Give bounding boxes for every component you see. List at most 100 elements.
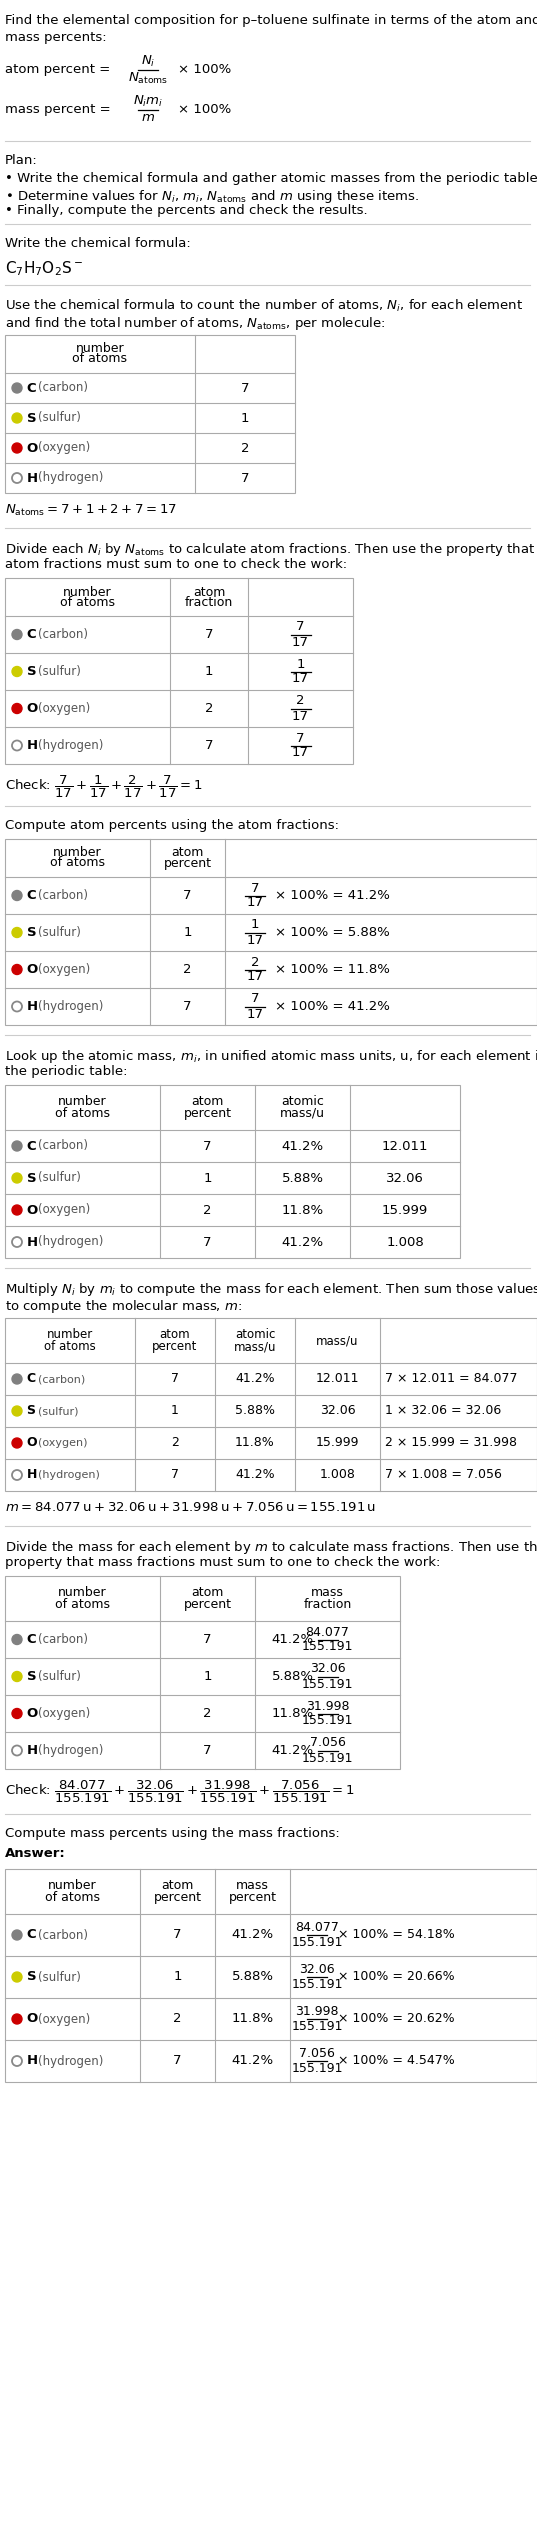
Circle shape <box>12 444 22 454</box>
Text: 155.191: 155.191 <box>302 1677 353 1690</box>
Text: $N_i m_i$: $N_i m_i$ <box>133 93 163 108</box>
Bar <box>5 335 295 492</box>
Text: 17: 17 <box>292 747 309 759</box>
Text: 31.998: 31.998 <box>295 2005 339 2018</box>
Text: (carbon): (carbon) <box>38 1140 88 1153</box>
Text: $\mathbf{C}$: $\mathbf{C}$ <box>26 1634 37 1647</box>
Text: × 100% = 11.8%: × 100% = 11.8% <box>275 963 390 976</box>
Text: $\mathbf{C}$: $\mathbf{C}$ <box>26 888 37 903</box>
Text: 31.998: 31.998 <box>306 1700 349 1712</box>
Text: 7: 7 <box>205 739 213 752</box>
Text: 12.011: 12.011 <box>316 1372 359 1385</box>
Text: of atoms: of atoms <box>45 1892 100 1904</box>
Text: 1 × 32.06 = 32.06: 1 × 32.06 = 32.06 <box>385 1405 501 1417</box>
Text: $\mathbf{C}$: $\mathbf{C}$ <box>26 1929 37 1942</box>
Text: $\mathbf{C}$: $\mathbf{C}$ <box>26 381 37 393</box>
Text: atom: atom <box>191 1586 224 1599</box>
Circle shape <box>12 1634 22 1644</box>
Text: (oxygen): (oxygen) <box>38 1707 90 1720</box>
Text: • Write the chemical formula and gather atomic masses from the periodic table.: • Write the chemical formula and gather … <box>5 171 537 184</box>
Text: 155.191: 155.191 <box>291 2063 343 2076</box>
Text: percent: percent <box>184 1107 231 1120</box>
Text: $\mathbf{H}$: $\mathbf{H}$ <box>26 1745 38 1758</box>
Text: $N_{\mathrm{atoms}} = 7 + 1 + 2 + 7 = 17$: $N_{\mathrm{atoms}} = 7 + 1 + 2 + 7 = 17… <box>5 502 177 517</box>
Text: (sulfur): (sulfur) <box>38 1405 78 1415</box>
Text: (hydrogen): (hydrogen) <box>38 1745 104 1758</box>
Text: 7: 7 <box>183 1001 192 1014</box>
Text: 1: 1 <box>203 1173 212 1185</box>
Text: 41.2%: 41.2% <box>271 1634 314 1647</box>
Text: 5.88%: 5.88% <box>235 1405 275 1417</box>
Text: $\mathbf{O}$: $\mathbf{O}$ <box>26 1203 39 1216</box>
Text: Divide the mass for each element by $m$ to calculate mass fractions. Then use th: Divide the mass for each element by $m$ … <box>5 1538 537 1556</box>
Text: $\mathbf{C}$: $\mathbf{C}$ <box>26 628 37 641</box>
Text: (carbon): (carbon) <box>38 1374 85 1385</box>
Text: Plan:: Plan: <box>5 154 38 166</box>
Text: 1: 1 <box>251 918 259 931</box>
Text: 11.8%: 11.8% <box>281 1203 324 1216</box>
Bar <box>5 1319 537 1491</box>
Text: × 100%: × 100% <box>178 103 231 116</box>
Text: mass percent =: mass percent = <box>5 103 111 116</box>
Text: $N_i$: $N_i$ <box>141 53 155 68</box>
Bar <box>5 1869 537 2083</box>
Text: 7.056: 7.056 <box>309 1738 345 1750</box>
Text: $\mathbf{S}$: $\mathbf{S}$ <box>26 1670 37 1682</box>
Text: 1: 1 <box>171 1405 179 1417</box>
Text: 12.011: 12.011 <box>382 1140 428 1153</box>
Text: 7: 7 <box>251 994 259 1006</box>
Text: (hydrogen): (hydrogen) <box>38 1236 104 1248</box>
Text: 15.999: 15.999 <box>382 1203 428 1216</box>
Text: 7: 7 <box>241 472 249 484</box>
Text: 7: 7 <box>171 1468 179 1480</box>
Text: Write the chemical formula:: Write the chemical formula: <box>5 237 191 250</box>
Text: $\mathrm{C_7H_7O_2S^-}$: $\mathrm{C_7H_7O_2S^-}$ <box>5 260 83 277</box>
Text: 5.88%: 5.88% <box>281 1173 323 1185</box>
Text: of atoms: of atoms <box>72 353 127 366</box>
Text: 41.2%: 41.2% <box>281 1140 324 1153</box>
Text: Check: $\dfrac{7}{17} + \dfrac{1}{17} + \dfrac{2}{17} + \dfrac{7}{17} = 1$: Check: $\dfrac{7}{17} + \dfrac{1}{17} + … <box>5 774 203 799</box>
Text: (oxygen): (oxygen) <box>38 1203 90 1216</box>
Text: the periodic table:: the periodic table: <box>5 1064 127 1077</box>
Circle shape <box>12 1140 22 1150</box>
Text: 155.191: 155.191 <box>291 2020 343 2033</box>
Text: $\mathbf{H}$: $\mathbf{H}$ <box>26 1001 38 1014</box>
Text: to compute the molecular mass, $m$:: to compute the molecular mass, $m$: <box>5 1299 242 1314</box>
Text: number: number <box>53 847 102 860</box>
Circle shape <box>12 963 22 973</box>
Text: 7: 7 <box>173 1929 182 1942</box>
Text: mass percents:: mass percents: <box>5 30 107 43</box>
Text: $\mathbf{S}$: $\mathbf{S}$ <box>26 1970 37 1982</box>
Text: $\mathbf{O}$: $\mathbf{O}$ <box>26 2013 39 2025</box>
Text: 155.191: 155.191 <box>302 1750 353 1765</box>
Text: mass/u: mass/u <box>234 1339 276 1352</box>
Text: 7: 7 <box>251 883 259 895</box>
Bar <box>5 578 353 764</box>
Text: atom: atom <box>171 847 204 860</box>
Text: $N_{\mathrm{atoms}}$: $N_{\mathrm{atoms}}$ <box>128 71 168 86</box>
Text: $\mathbf{C}$: $\mathbf{C}$ <box>26 1372 37 1385</box>
Text: $\mathbf{O}$: $\mathbf{O}$ <box>26 441 39 454</box>
Text: (hydrogen): (hydrogen) <box>38 472 104 484</box>
Text: Use the chemical formula to count the number of atoms, $N_i$, for each element: Use the chemical formula to count the nu… <box>5 298 523 315</box>
Text: 2: 2 <box>205 701 213 716</box>
Text: 1.008: 1.008 <box>386 1236 424 1248</box>
Text: (sulfur): (sulfur) <box>38 1970 81 1982</box>
Circle shape <box>12 383 22 393</box>
Text: of atoms: of atoms <box>44 1339 96 1352</box>
Text: $m$: $m$ <box>141 111 155 124</box>
Text: percent: percent <box>229 1892 277 1904</box>
Text: of atoms: of atoms <box>55 1107 110 1120</box>
Text: $\mathbf{S}$: $\mathbf{S}$ <box>26 1405 36 1417</box>
Text: Answer:: Answer: <box>5 1846 66 1861</box>
Text: $\mathbf{H}$: $\mathbf{H}$ <box>26 2055 38 2068</box>
Text: (hydrogen): (hydrogen) <box>38 1470 100 1480</box>
Text: 84.077: 84.077 <box>306 1627 350 1639</box>
Text: atom percent =: atom percent = <box>5 63 110 76</box>
Text: (hydrogen): (hydrogen) <box>38 1001 104 1014</box>
Text: (oxygen): (oxygen) <box>38 2013 90 2025</box>
Text: atomic: atomic <box>281 1095 324 1107</box>
Text: number: number <box>63 585 112 598</box>
Text: 41.2%: 41.2% <box>235 1468 275 1480</box>
Text: 41.2%: 41.2% <box>231 2055 273 2068</box>
